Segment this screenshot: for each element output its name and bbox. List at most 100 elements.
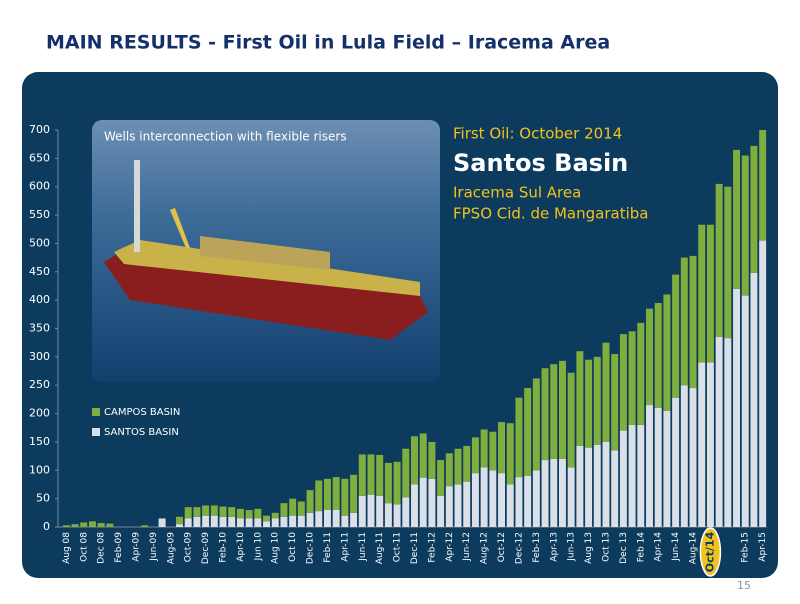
bar-segment [715,183,723,338]
bar-segment [628,424,636,527]
bar-segment [759,240,767,528]
bar-segment [297,515,305,527]
bar-segment [280,516,288,527]
annotation: Santos Basin [453,149,628,177]
y-tick-label: 400 [29,293,50,306]
bar-segment [663,410,671,527]
x-tick-label: Oct/14 [703,531,716,572]
bar-segment [689,255,697,389]
bar-segment [437,495,445,527]
bar-segment [646,308,653,406]
y-tick-label: 500 [29,236,50,249]
bar-segment [515,397,523,478]
x-tick-label: Oct-09 [184,532,194,563]
bar-segment [245,509,253,519]
y-tick-label: 550 [29,208,50,221]
bar-segment [524,388,532,476]
y-tick-label: 250 [29,378,50,391]
y-tick-label: 650 [29,151,50,164]
bar-segment [437,460,445,496]
bar-segment [558,458,566,527]
x-tick-label: Dec-12 [514,532,524,564]
bar-segment [532,470,540,527]
bar-segment [471,473,479,527]
x-tick-label: Apr-12 [445,532,455,562]
bar-segment [550,458,558,527]
bar-segment [106,523,114,527]
bar-segment [750,272,758,527]
bar-segment [489,431,497,471]
bar-segment [532,378,540,471]
bar-segment [411,436,418,485]
bar-segment [689,388,697,527]
x-tick-label: Oct 13 [601,532,611,562]
bar-segment [236,508,244,519]
y-tick-label: 350 [29,322,50,335]
x-tick-label: Jun-14 [671,532,681,562]
bar-segment [454,448,462,485]
x-tick-label: Feb-11 [323,532,333,563]
y-tick-label: 50 [36,492,50,505]
bar-segment [141,525,149,527]
x-tick-label: Jun 10 [253,532,263,562]
x-tick-label: Apr-11 [340,532,350,562]
x-tick-label: Apr-13 [549,532,559,562]
bar-segment [619,334,627,431]
bar-segment [445,453,453,487]
plot: 0 50 100 150 200 250 300 350 400 450 500 550 600 650 7… [29,123,768,577]
bar-segment [576,351,584,446]
bar-segment [419,477,427,527]
bar-segment [628,331,636,425]
highlight-marker [699,527,722,577]
bar-segment [289,515,297,527]
x-tick-label: Dec 08 [97,532,107,564]
bar-segment [210,515,218,527]
bar-segment [289,498,297,516]
bar-segment [332,509,340,527]
bar-segment [471,437,479,474]
bar-segment [619,430,627,527]
bar-segment [724,186,732,339]
bar-segment [202,505,210,516]
bar-segment [350,512,358,527]
bar-segment [463,445,471,482]
x-tick-label: Aug-14 [689,532,699,565]
bar-segment [315,480,323,512]
bar-segment [741,295,749,527]
legend-label: CAMPOS BASIN [104,407,180,418]
bar-segment [672,274,680,398]
bar-segment [593,356,601,445]
page-number: 15 [737,579,751,592]
bar-segment [506,484,514,527]
bar-segment [384,503,392,527]
bar-segment [358,495,366,527]
legend-swatch [92,408,100,416]
bar-segment [541,460,549,527]
bar-segment [733,288,741,527]
bar-segment [263,515,271,522]
bar-segment [332,477,340,510]
bar-segment [515,477,523,527]
y-tick-label: 300 [29,350,50,363]
bar-segment [376,454,384,496]
x-tick-label: Feb-12 [427,532,437,563]
bar-segment [202,515,210,527]
bar-segment [567,467,575,527]
bar-segment [88,521,96,527]
bar-segment [567,372,575,468]
bar-segment [184,507,192,519]
y-tick-label: 450 [29,265,50,278]
bar-segment [184,518,192,527]
x-tick-label: Feb-09 [114,532,124,563]
bar-segment [506,423,514,485]
bar-segment [480,429,488,468]
x-tick-label: Jun-09 [149,532,159,562]
bar-segment [97,523,105,527]
bar-segment [463,481,471,527]
bar-segment [193,516,201,527]
bar-segment [376,495,384,527]
y-tick-label: 600 [29,180,50,193]
bar-segment [550,364,558,459]
bar-segment [428,441,436,479]
